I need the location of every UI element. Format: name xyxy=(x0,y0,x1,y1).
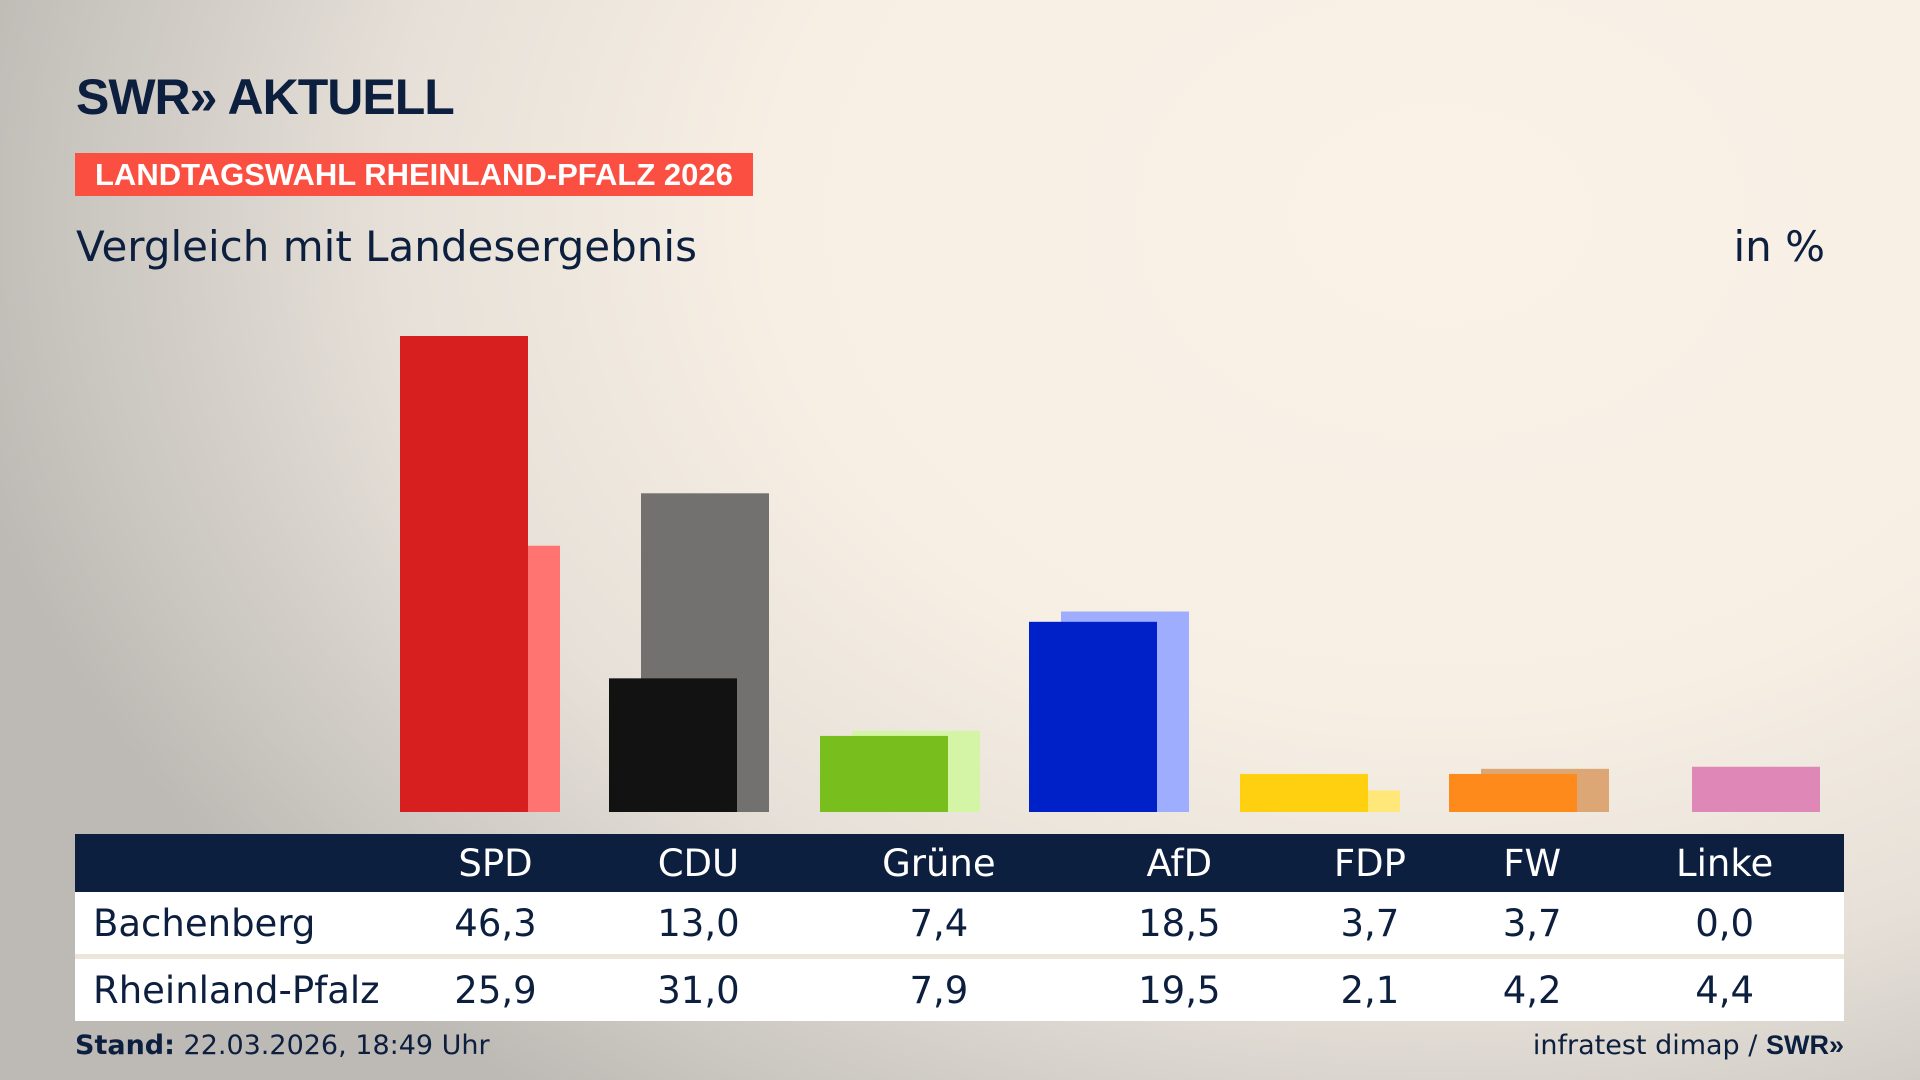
party-header: Grüne xyxy=(799,834,1078,892)
party-header: AfD xyxy=(1077,834,1281,892)
value-cell: 13,0 xyxy=(596,892,800,954)
value-cell: 7,9 xyxy=(799,954,1078,1021)
election-badge: LANDTAGSWAHL RHEINLAND-PFALZ 2026 xyxy=(75,153,753,196)
table-row: Bachenberg 46,3 13,0 7,4 18,5 3,7 3,7 0,0 xyxy=(75,892,1844,954)
results-table: SPD CDU Grüne AfD FDP FW Linke Bachenberg 46,3 1… xyxy=(75,834,1844,1021)
stand-label: Stand: xyxy=(75,1030,175,1061)
bar-chart xyxy=(400,336,1820,812)
source: infratest dimap / SWR» xyxy=(1533,1030,1844,1061)
unit-label: in % xyxy=(1733,222,1825,271)
swr-logo: SWR» xyxy=(1765,1030,1844,1060)
value-cell: 31,0 xyxy=(596,954,800,1021)
value-cell: 25,9 xyxy=(394,954,597,1021)
row-label: Rheinland-Pfalz xyxy=(75,954,394,1021)
bar-fw-bachenberg xyxy=(1449,773,1577,812)
value-cell: 19,5 xyxy=(1077,954,1281,1021)
table-header-row: SPD CDU Grüne AfD FDP FW Linke xyxy=(75,834,1844,892)
value-cell: 7,4 xyxy=(799,892,1078,954)
value-cell: 3,7 xyxy=(1458,892,1606,954)
party-header: SPD xyxy=(394,834,597,892)
party-header: FDP xyxy=(1280,834,1459,892)
chart-subtitle: Vergleich mit Landesergebnis xyxy=(76,222,697,271)
stand-value: 22.03.2026, 18:49 Uhr xyxy=(183,1030,490,1061)
bar-afd-bachenberg xyxy=(1029,621,1157,812)
value-cell: 0,0 xyxy=(1605,892,1844,954)
bar-linke-land xyxy=(1692,766,1820,812)
value-cell: 2,1 xyxy=(1280,954,1459,1021)
value-cell: 46,3 xyxy=(394,892,597,954)
source-text: infratest dimap / xyxy=(1532,1030,1758,1061)
value-cell: 4,2 xyxy=(1458,954,1606,1021)
bar-grüne-bachenberg xyxy=(820,735,948,812)
bar-fdp-bachenberg xyxy=(1240,773,1368,812)
party-header: CDU xyxy=(596,834,800,892)
party-header: FW xyxy=(1458,834,1606,892)
value-cell: 3,7 xyxy=(1280,892,1459,954)
bar-spd-bachenberg xyxy=(400,336,528,812)
bar-cdu-bachenberg xyxy=(609,678,737,812)
row-label: Bachenberg xyxy=(75,892,394,954)
value-cell: 18,5 xyxy=(1077,892,1281,954)
value-cell: 4,4 xyxy=(1605,954,1844,1021)
swr-aktuell-logo: SWR» AKTUELL xyxy=(76,69,455,125)
timestamp: Stand: 22.03.2026, 18:49 Uhr xyxy=(75,1030,490,1061)
header-blank xyxy=(75,834,394,892)
party-header: Linke xyxy=(1605,834,1844,892)
table-row: Rheinland-Pfalz 25,9 31,0 7,9 19,5 2,1 4,2 4,4 xyxy=(75,954,1844,1021)
